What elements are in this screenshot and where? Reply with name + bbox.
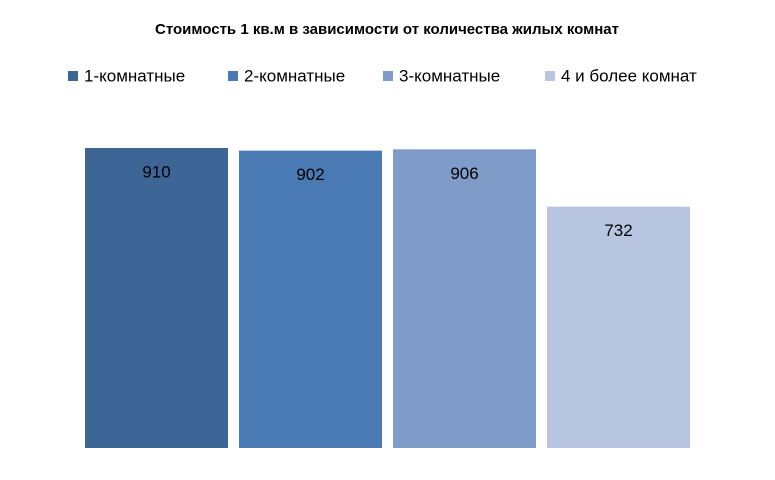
legend-swatch xyxy=(383,71,393,81)
data-label: 902 xyxy=(296,165,324,184)
legend-label: 3-комнатные xyxy=(399,66,500,85)
bar xyxy=(239,150,382,448)
legend-swatch xyxy=(228,71,238,81)
legend-label: 4 и более комнат xyxy=(561,66,697,85)
chart-title: Стоимость 1 кв.м в зависимости от количе… xyxy=(155,21,619,38)
data-label: 910 xyxy=(142,162,170,181)
bar xyxy=(393,149,536,449)
bar xyxy=(547,206,690,448)
data-label: 906 xyxy=(450,164,478,183)
legend-swatch xyxy=(545,71,555,81)
legend-label: 2-комнатные xyxy=(244,66,345,85)
bar xyxy=(85,148,228,448)
legend-swatch xyxy=(68,71,78,81)
legend-label: 1-комнатные xyxy=(84,66,185,85)
data-label: 732 xyxy=(604,221,632,240)
